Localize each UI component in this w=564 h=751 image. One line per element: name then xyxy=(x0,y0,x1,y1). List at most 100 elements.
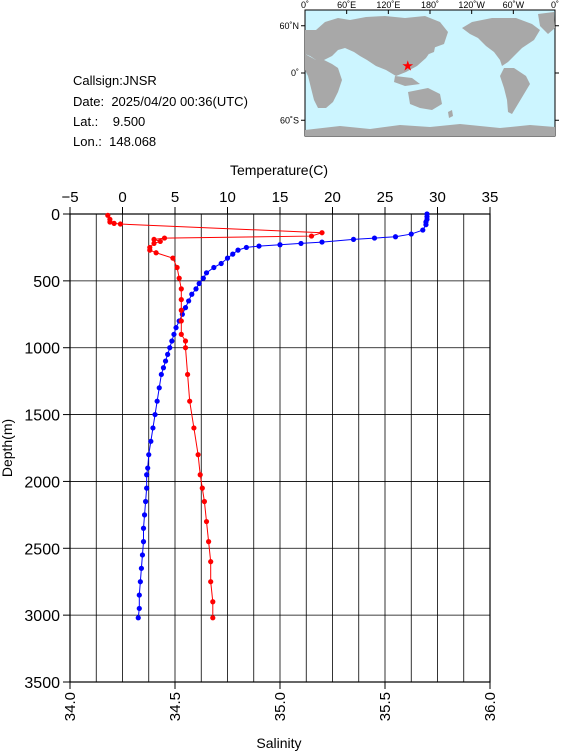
temperature-point xyxy=(182,305,189,311)
africa-landmass xyxy=(305,54,342,108)
lon-value: 148.068 xyxy=(109,134,157,149)
depth-axis: 0 500 1000 1500 2000 2500 3000 3500 xyxy=(24,207,70,692)
temperature-point xyxy=(256,243,262,249)
depth-tick-label: 1500 xyxy=(24,408,60,425)
salinity-point xyxy=(185,371,191,378)
temperature-point xyxy=(140,525,147,531)
depth-tick-label: 3500 xyxy=(24,675,60,692)
temperature-point xyxy=(193,286,199,292)
depth-tick-label: 500 xyxy=(33,274,60,291)
map-lon-ticks: 0˚ 60˚E 120˚E 180˚ 120˚W 60˚W 0˚ xyxy=(301,0,559,14)
australia-landmass xyxy=(408,88,442,110)
salinity-point xyxy=(176,275,182,281)
map-lon-tick-label: 0˚ xyxy=(551,0,559,10)
depth-tick-label: 3000 xyxy=(24,608,60,625)
salinity-point xyxy=(182,345,189,351)
map-lon-tick-label: 120˚E xyxy=(376,0,400,10)
salinity-point xyxy=(178,296,184,303)
temperature-point xyxy=(150,425,156,431)
world-map: 0˚ 60˚E 120˚E 180˚ 120˚W 60˚W 0˚ 60˚N 0˚ 60˚S ★ xyxy=(279,0,559,137)
temperature-point xyxy=(171,331,177,337)
temperature-point xyxy=(138,565,144,571)
salinity-point xyxy=(197,472,203,478)
temperature-point xyxy=(200,275,206,281)
plot-grid xyxy=(69,213,491,683)
temperature-point xyxy=(145,465,151,471)
salinity-point xyxy=(170,255,176,261)
salinity-tick-label: 35.0 xyxy=(272,692,289,721)
temperature-point xyxy=(141,512,148,518)
temperature-point xyxy=(169,338,175,344)
salinity-point xyxy=(147,247,153,253)
map-land xyxy=(305,12,555,136)
temperature-point xyxy=(154,398,160,404)
depth-axis-label: Depth(m) xyxy=(0,419,15,477)
temperature-point xyxy=(230,251,236,257)
temperature-tick-label: 10 xyxy=(219,189,236,206)
map-lon-tick-label: 60˚E xyxy=(337,0,356,10)
temperature-point xyxy=(140,539,147,545)
temperature-point xyxy=(135,615,141,621)
salinity-point xyxy=(206,539,212,545)
temperature-point xyxy=(144,472,150,478)
salinity-point xyxy=(174,264,180,271)
salinity-point xyxy=(178,286,184,292)
temperature-point xyxy=(319,239,325,245)
salinity-point xyxy=(203,518,210,525)
salinity-point xyxy=(151,236,157,243)
temperature-axis-label: Temperature(C) xyxy=(230,162,328,178)
temperature-point xyxy=(350,236,357,243)
salinity-point xyxy=(308,233,315,239)
temperature-point xyxy=(371,235,378,241)
temperature-point xyxy=(139,552,146,558)
temperature-tick-label: 15 xyxy=(272,189,289,206)
salinity-point xyxy=(210,615,216,621)
salinity-tick-label: 34.5 xyxy=(167,692,184,721)
callsign-value: JNSR xyxy=(122,73,157,88)
temperature-series xyxy=(135,211,430,621)
temperature-point xyxy=(423,222,429,228)
salinity-point xyxy=(191,425,197,431)
temperature-axis: −5 0 5 10 15 20 25 30 35 xyxy=(61,189,498,214)
station-marker-star-icon: ★ xyxy=(402,58,415,74)
temperature-point xyxy=(392,234,399,240)
salinity-point xyxy=(105,212,111,218)
salinity-point xyxy=(199,485,205,491)
antarctica-landmass xyxy=(305,124,555,136)
temperature-point xyxy=(173,325,179,331)
japan-landmass xyxy=(428,38,436,54)
salinity-point xyxy=(111,220,117,226)
date-line: Date: 2025/04/20 00:36(UTC) xyxy=(73,93,248,111)
temperature-point xyxy=(152,411,158,418)
temperature-tick-label: 0 xyxy=(118,189,126,206)
temperature-tick-label: 25 xyxy=(377,189,394,206)
salinity-tick-label: 36.0 xyxy=(482,692,499,721)
uk-landmass xyxy=(306,34,311,41)
temperature-point xyxy=(143,498,149,505)
eurasia-landmass xyxy=(305,16,448,76)
temperature-point xyxy=(158,371,164,378)
salinity-point xyxy=(201,498,207,505)
south-america-landmass xyxy=(500,68,530,114)
temperature-tick-label: 35 xyxy=(482,189,499,206)
salinity-point xyxy=(157,238,163,245)
lat-value: 9.500 xyxy=(112,114,146,129)
salinity-point xyxy=(151,240,157,247)
map-lat-tick-label: 0˚ xyxy=(291,68,299,78)
depth-tick-label: 0 xyxy=(51,207,60,224)
map-lat-tick-label: 60˚S xyxy=(280,115,299,125)
salinity-tick-label: 34.0 xyxy=(62,692,79,721)
salinity-point xyxy=(178,307,184,313)
depth-tick-label: 2500 xyxy=(24,541,60,558)
salinity-point xyxy=(210,599,216,605)
lat-label: Lat.: xyxy=(73,114,99,129)
temperature-point xyxy=(420,227,426,233)
temperature-tick-label: 30 xyxy=(429,189,446,206)
salinity-profile-line xyxy=(107,215,323,618)
temperature-point xyxy=(277,242,283,248)
map-lat-tick-label: 60˚N xyxy=(279,21,299,31)
salinity-tick-label: 35.5 xyxy=(377,692,394,721)
map-lat-ticks: 60˚N 0˚ 60˚S xyxy=(279,21,559,125)
north-america-landmass xyxy=(462,18,540,66)
